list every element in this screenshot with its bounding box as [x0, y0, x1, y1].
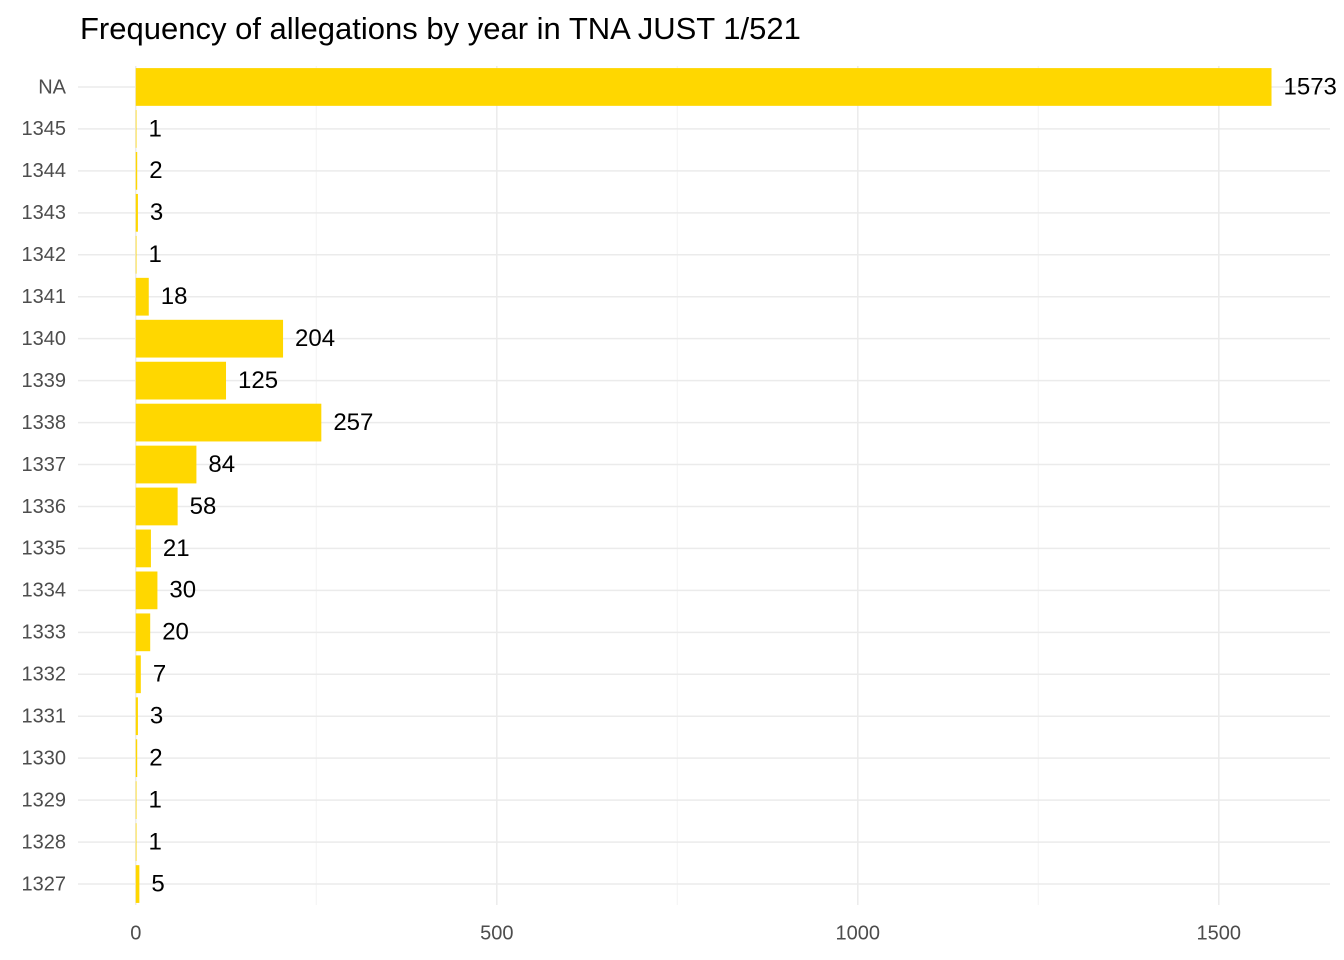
- bar: [135, 697, 138, 736]
- x-tick-label: 500: [480, 922, 513, 944]
- y-tick-label: NA: [38, 76, 66, 98]
- y-tick-label: 1334: [22, 580, 67, 602]
- value-label: 1: [148, 786, 161, 813]
- value-label: 1: [148, 241, 161, 268]
- value-label: 7: [153, 661, 166, 688]
- bar: [135, 235, 137, 274]
- value-label: 2: [149, 157, 162, 184]
- bar: [135, 865, 140, 903]
- bar: [135, 151, 138, 190]
- bar: [135, 739, 138, 778]
- y-tick-label: 1340: [22, 328, 67, 350]
- bar: [135, 655, 141, 694]
- bar: [135, 487, 178, 526]
- bar: [135, 529, 151, 568]
- bar: [135, 823, 137, 861]
- y-tick-label: 1330: [22, 747, 67, 769]
- x-tick-label: 1000: [836, 922, 881, 944]
- y-tick-label: 1331: [22, 706, 67, 728]
- y-tick-label: 1333: [22, 622, 67, 644]
- y-tick-label: 1336: [22, 496, 67, 518]
- value-label: 257: [333, 409, 373, 436]
- value-label: 58: [190, 493, 217, 520]
- y-tick-label: 1339: [22, 370, 67, 392]
- bar: [135, 110, 137, 148]
- chart-title: Frequency of allegations by year in TNA …: [80, 11, 801, 46]
- bar: [135, 445, 197, 484]
- value-label: 2: [149, 745, 162, 772]
- bar: [135, 68, 1272, 106]
- bar: [135, 193, 138, 232]
- value-label: 3: [150, 703, 163, 730]
- bar: [135, 781, 137, 820]
- y-tick-label: 1335: [22, 538, 67, 560]
- y-tick-label: 1329: [22, 789, 67, 811]
- value-label: 18: [161, 283, 188, 310]
- x-tick-label: 0: [130, 922, 141, 944]
- bar: [135, 571, 158, 610]
- y-tick-label: 1344: [22, 160, 67, 182]
- value-label: 30: [169, 577, 196, 604]
- bar: [135, 403, 322, 442]
- y-tick-label: 1345: [22, 118, 67, 140]
- y-tick-label: 1332: [22, 664, 67, 686]
- x-tick-label: 1500: [1197, 922, 1242, 944]
- value-label: 20: [162, 619, 189, 646]
- value-label: 84: [208, 451, 235, 478]
- bar: [135, 319, 284, 358]
- y-tick-label: 1343: [22, 202, 67, 224]
- y-tick-label: 1342: [22, 244, 67, 266]
- bar: [135, 361, 227, 400]
- value-label: 204: [295, 325, 335, 352]
- value-label: 21: [163, 535, 190, 562]
- value-label: 1: [148, 828, 161, 855]
- y-tick-label: 1328: [22, 831, 67, 853]
- y-tick-label: 1337: [22, 454, 67, 476]
- value-label: 5: [151, 870, 164, 897]
- value-label: 3: [150, 199, 163, 226]
- value-label: 1573: [1284, 73, 1337, 100]
- y-tick-label: 1327: [22, 873, 67, 895]
- value-label: 125: [238, 367, 278, 394]
- bar: [135, 613, 151, 652]
- y-tick-label: 1338: [22, 412, 67, 434]
- y-tick-label: 1341: [22, 286, 67, 308]
- bar: [135, 277, 149, 316]
- value-label: 1: [148, 115, 161, 142]
